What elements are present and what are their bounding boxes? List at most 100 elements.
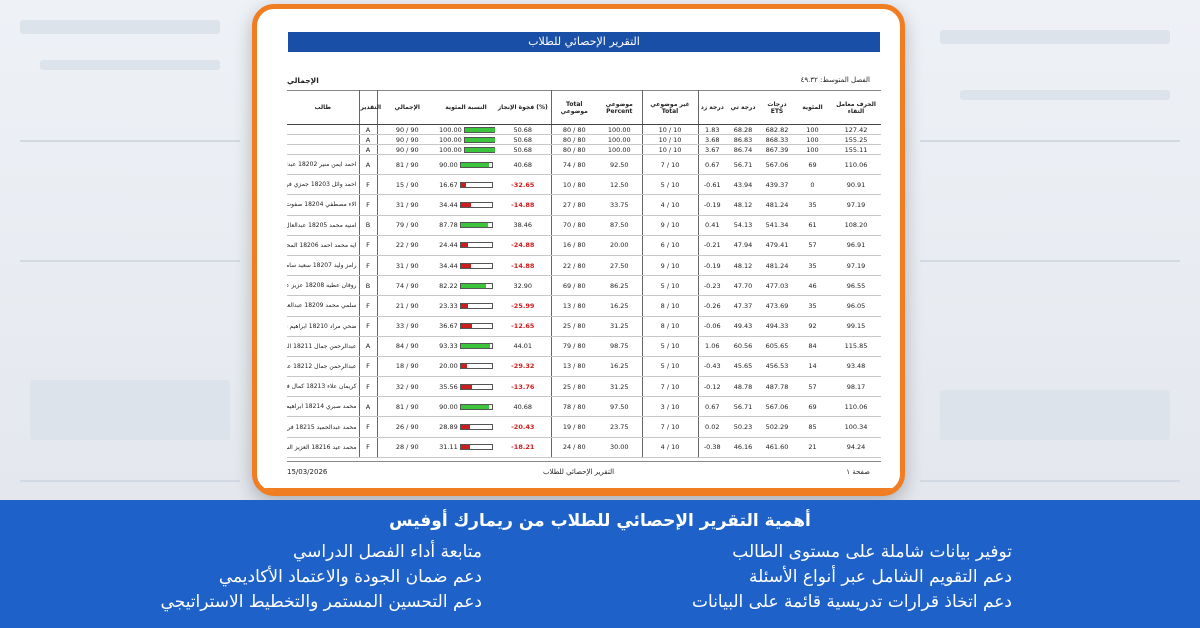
grade-cell: A	[359, 154, 378, 176]
student-name-cell: محمد عيد 18216 العزيز السيد بدوي	[287, 437, 360, 458]
objective-percent-cell: 30.00	[597, 437, 643, 458]
z-score-cell: -0.12	[698, 376, 726, 398]
objective-percent-cell: 23.75	[597, 416, 643, 438]
percentage-bar	[459, 363, 493, 370]
percentage-bar-fill	[460, 364, 468, 369]
percentile-cell: 57	[794, 376, 831, 398]
achievement-gap-cell: -29.32	[495, 356, 552, 378]
objective-percent-cell: 33.75	[597, 194, 643, 216]
achievement-gap-cell: 38.46	[495, 215, 552, 236]
coefficient-cell: 110.06	[831, 396, 881, 418]
table-row: احمد وائل 18203 جمزي فرج البابF15 / 9016…	[287, 174, 881, 196]
percentage-value: 16.67	[439, 180, 458, 189]
percentage-bar	[459, 302, 493, 309]
total-cell: 28 / 90	[377, 437, 437, 458]
percentage-value: 100.00	[439, 135, 462, 144]
coefficient-cell: 110.06	[831, 154, 881, 176]
total-cell: 90 / 90	[377, 124, 437, 135]
ets-score-cell: 567.06	[760, 396, 794, 418]
coefficient-cell: 90.91	[831, 174, 881, 196]
student-name-cell	[287, 134, 360, 145]
objective-total-cell: 19 / 80	[551, 416, 597, 438]
percentile-cell: 100	[794, 144, 831, 155]
student-name-cell: احمد وائل 18203 جمزي فرج الباب	[287, 174, 360, 196]
total-cell: 31 / 90	[377, 255, 437, 277]
percentage-cell: 16.67	[437, 174, 495, 196]
column-header: الحرف معامل التقاء	[831, 90, 881, 125]
achievement-gap-cell: 40.68	[495, 154, 552, 176]
objective-percent-cell: 86.25	[597, 275, 643, 297]
percentile-cell: 69	[794, 396, 831, 418]
achievement-gap-cell: -14.88	[495, 194, 552, 216]
table-row: ضحي مراد 18210 ابراهيم نصرF33 / 9036.67 …	[287, 316, 881, 337]
percentage-bar-fill	[460, 223, 489, 228]
objective-total-cell: 24 / 80	[551, 437, 597, 458]
bg-blur-line	[920, 260, 1180, 262]
t-score-cell: 56.71	[726, 154, 760, 176]
table-row: امنيه محمد 18205 عبدالعال B 79 / 90 87.78 3…	[287, 215, 881, 236]
total-cell: 74 / 90	[377, 275, 437, 297]
ets-score-cell: 473.69	[760, 295, 794, 317]
ets-score-cell: 605.65	[760, 336, 794, 357]
percentile-cell: 0	[794, 174, 831, 196]
percentage-cell: 93.33	[437, 336, 495, 357]
coefficient-cell: 108.20	[831, 215, 881, 236]
bg-blur-line	[20, 480, 240, 482]
total-cell: 22 / 90	[377, 235, 437, 256]
table-row: كريمان علاء 18213 كمال فرجF32 / 9035.56 …	[287, 376, 881, 398]
t-score-cell: 50.23	[726, 416, 760, 438]
percentage-cell: 36.67	[437, 316, 495, 337]
objective-total-cell: 16 / 80	[551, 235, 597, 256]
student-name-cell: رامز وليد 18207 سعيد سامي	[287, 255, 360, 277]
column-header: الإجمالي	[377, 90, 437, 125]
ets-score-cell: 494.33	[760, 316, 794, 337]
bg-blur-line	[920, 480, 1180, 482]
ets-score-cell: 479.41	[760, 235, 794, 256]
non-objective-total-cell: 9 / 10	[642, 215, 699, 236]
non-objective-total-cell: 5 / 10	[642, 174, 699, 196]
student-name-cell	[287, 144, 360, 155]
ets-score-cell: 487.78	[760, 376, 794, 398]
non-objective-total-cell: 5 / 10	[642, 356, 699, 378]
percentile-cell: 69	[794, 154, 831, 176]
percentage-cell: 35.56	[437, 376, 495, 398]
non-objective-total-cell: 5 / 10	[642, 275, 699, 297]
non-objective-total-cell: 4 / 10	[642, 194, 699, 216]
percentage-cell: 28.89	[437, 416, 495, 438]
grade-cell: F	[359, 316, 378, 337]
banner-points-right: توفير بيانات شاملة على مستوى الطالب دعم …	[692, 540, 1012, 615]
grade-cell: F	[359, 235, 378, 256]
objective-percent-cell: 27.50	[597, 255, 643, 277]
percentage-bar-fill	[460, 384, 472, 389]
bg-blur-line	[920, 140, 1180, 142]
column-header: المئوية	[794, 90, 831, 125]
z-score-cell: -0.43	[698, 356, 726, 378]
percentile-cell: 35	[794, 295, 831, 317]
grade-cell: F	[359, 194, 378, 216]
objective-total-cell: 25 / 80	[551, 316, 597, 337]
bg-blur-block	[20, 20, 220, 34]
percentage-bar	[459, 444, 493, 451]
z-score-cell: -0.38	[698, 437, 726, 458]
percentage-value: 100.00	[439, 125, 462, 134]
percentage-bar-fill	[460, 162, 489, 167]
ets-score-cell: 868.33	[760, 134, 794, 145]
percentage-value: 100.00	[439, 145, 462, 154]
t-score-cell: 54.13	[726, 215, 760, 236]
objective-total-cell: 10 / 80	[551, 174, 597, 196]
z-score-cell: -0.26	[698, 295, 726, 317]
total-cell: 81 / 90	[377, 396, 437, 418]
table-row: الاء مصطفي 18204 صفوت محمودF31 / 9034.44…	[287, 194, 881, 216]
objective-total-cell: 69 / 80	[551, 275, 597, 297]
objective-total-cell: 80 / 80	[551, 124, 597, 135]
percentile-cell: 61	[794, 215, 831, 236]
non-objective-total-cell: 6 / 10	[642, 235, 699, 256]
student-name-cell	[287, 124, 360, 135]
objective-percent-cell: 92.50	[597, 154, 643, 176]
t-score-cell: 56.71	[726, 396, 760, 418]
non-objective-total-cell: 7 / 10	[642, 416, 699, 438]
grade-cell: A	[359, 396, 378, 418]
student-name-cell: احمد ايمن منير 18202 عبدالله	[287, 154, 360, 176]
student-name-cell: روفان عطيه 18208 عزيز عطائه	[287, 275, 360, 297]
percentage-cell: 24.44	[437, 235, 495, 256]
